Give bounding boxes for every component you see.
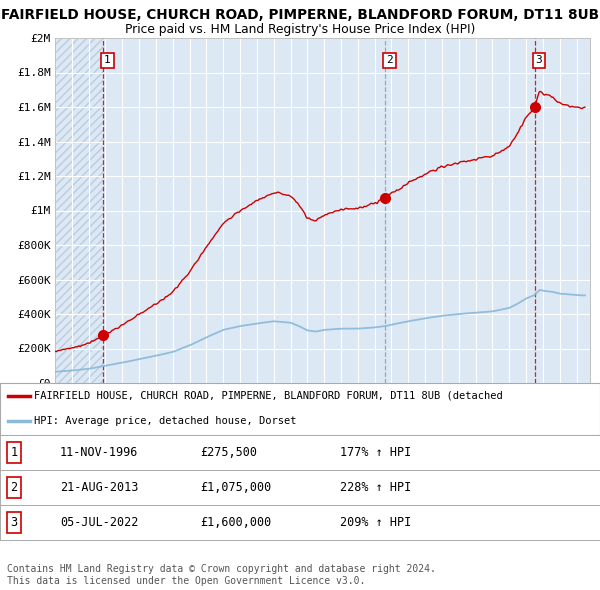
Text: £275,500: £275,500	[200, 446, 257, 459]
Text: HPI: Average price, detached house, Dorset: HPI: Average price, detached house, Dors…	[34, 416, 296, 426]
Text: 3: 3	[10, 516, 17, 529]
Text: £1,600,000: £1,600,000	[200, 516, 271, 529]
Text: 05-JUL-2022: 05-JUL-2022	[60, 516, 139, 529]
Text: 2: 2	[10, 481, 17, 494]
Text: 1: 1	[104, 55, 111, 65]
Text: Price paid vs. HM Land Registry's House Price Index (HPI): Price paid vs. HM Land Registry's House …	[125, 23, 475, 36]
Text: 1: 1	[10, 446, 17, 459]
Text: 2: 2	[386, 55, 393, 65]
Text: FAIRFIELD HOUSE, CHURCH ROAD, PIMPERNE, BLANDFORD FORUM, DT11 8UB: FAIRFIELD HOUSE, CHURCH ROAD, PIMPERNE, …	[1, 8, 599, 22]
Text: 21-AUG-2013: 21-AUG-2013	[60, 481, 139, 494]
Text: 177% ↑ HPI: 177% ↑ HPI	[340, 446, 411, 459]
Text: 228% ↑ HPI: 228% ↑ HPI	[340, 481, 411, 494]
Text: FAIRFIELD HOUSE, CHURCH ROAD, PIMPERNE, BLANDFORD FORUM, DT11 8UB (detached: FAIRFIELD HOUSE, CHURCH ROAD, PIMPERNE, …	[34, 391, 503, 401]
Text: 3: 3	[535, 55, 542, 65]
Text: 11-NOV-1996: 11-NOV-1996	[60, 446, 139, 459]
Text: Contains HM Land Registry data © Crown copyright and database right 2024.
This d: Contains HM Land Registry data © Crown c…	[7, 565, 436, 586]
Text: £1,075,000: £1,075,000	[200, 481, 271, 494]
Text: 209% ↑ HPI: 209% ↑ HPI	[340, 516, 411, 529]
